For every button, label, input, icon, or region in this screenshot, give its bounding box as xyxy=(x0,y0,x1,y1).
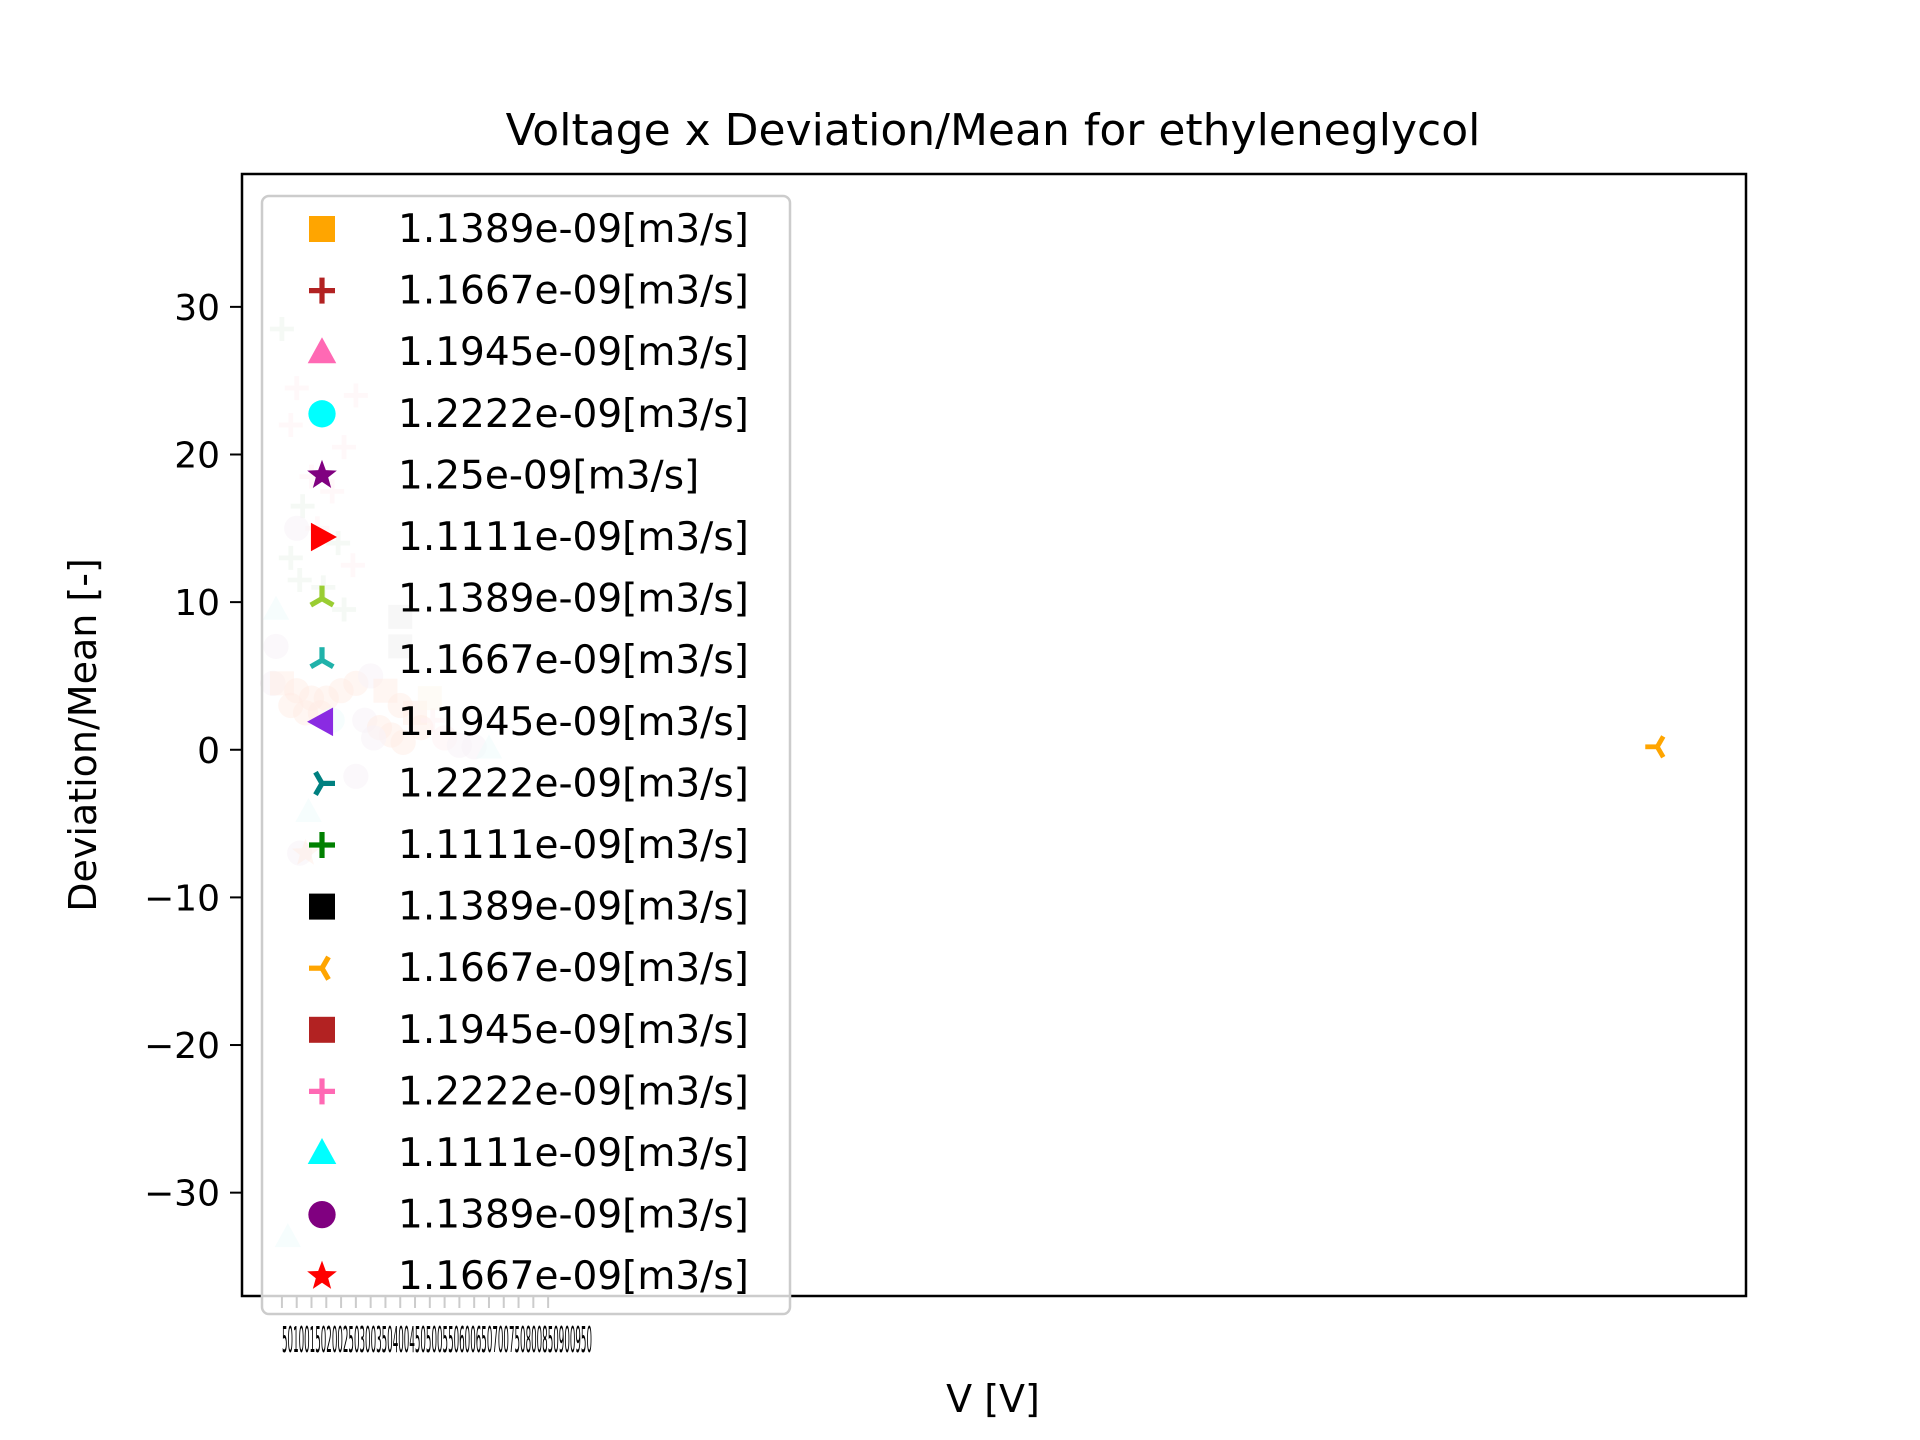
legend-marker xyxy=(307,1138,337,1165)
legend-label: 1.1667e-09[m3/s] xyxy=(398,638,749,683)
legend-marker xyxy=(309,585,335,608)
legend-label: 1.1667e-09[m3/s] xyxy=(398,269,749,314)
legend-label: 1.2222e-09[m3/s] xyxy=(398,761,749,806)
y-axis-ticks: 30 20 10 0 −10 −20 −30 xyxy=(144,288,242,1215)
legend-marker xyxy=(307,337,337,364)
legend-marker xyxy=(309,1078,335,1105)
legend-label: 1.1945e-09[m3/s] xyxy=(398,1008,749,1053)
legend-label: 1.1111e-09[m3/s] xyxy=(398,823,749,868)
legend-frame xyxy=(260,194,792,1316)
chart-title: Voltage x Deviation/Mean for ethylenegly… xyxy=(506,105,1481,156)
legend-label: 1.1667e-09[m3/s] xyxy=(398,946,749,991)
y-tick-label: −30 xyxy=(144,1174,220,1215)
x-tick-labels: 5010015020025030035040045050055060065070… xyxy=(282,1320,592,1361)
legend-marker xyxy=(309,647,335,669)
legend-label: 1.1389e-09[m3/s] xyxy=(398,885,749,930)
legend-marker xyxy=(309,1016,335,1043)
legend-label: 1.1389e-09[m3/s] xyxy=(398,1193,749,1238)
legend-label: 1.1111e-09[m3/s] xyxy=(398,1131,749,1176)
y-tick-label: 0 xyxy=(197,731,220,772)
legend-marker xyxy=(307,459,337,489)
legend-marker xyxy=(313,770,335,796)
y-axis-label: Deviation/Mean [-] xyxy=(61,558,105,912)
legend-label: 1.2222e-09[m3/s] xyxy=(398,1069,749,1114)
plot-area-frame xyxy=(240,172,1748,1298)
legend-marker xyxy=(309,277,335,304)
legend-label: 1.1945e-09[m3/s] xyxy=(398,700,749,745)
legend: 1.1389e-09[m3/s] 1.1667e-09[m3/s] 1.1945e-… xyxy=(260,194,792,1316)
legend-marker xyxy=(309,832,335,858)
legend-label: 1.1945e-09[m3/s] xyxy=(398,330,749,375)
legend-label: 1.1111e-09[m3/s] xyxy=(398,515,749,560)
legend-marker xyxy=(309,955,331,981)
legend-label: 1.25e-09[m3/s] xyxy=(398,453,699,498)
legend-marker xyxy=(309,216,335,242)
data-point xyxy=(1645,735,1666,759)
x-axis-label: V [V] xyxy=(946,1377,1040,1421)
y-tick-label: 10 xyxy=(174,583,220,624)
legend-marker xyxy=(308,400,336,428)
legend-label: 1.2222e-09[m3/s] xyxy=(398,392,749,437)
legend-label: 1.1389e-09[m3/s] xyxy=(398,577,749,622)
legend-marker xyxy=(309,893,335,920)
legend-label: 1.1389e-09[m3/s] xyxy=(398,207,749,252)
legend-marker xyxy=(307,1260,337,1289)
legend-marker xyxy=(307,707,334,737)
legend-marker xyxy=(310,522,337,552)
legend-label: 1.1667e-09[m3/s] xyxy=(398,1254,749,1299)
y-tick-label: −20 xyxy=(144,1026,220,1067)
y-tick-label: 20 xyxy=(174,436,220,477)
y-tick-label: 30 xyxy=(174,288,220,329)
legend-marker xyxy=(308,1200,336,1229)
y-tick-label: −10 xyxy=(144,878,220,919)
